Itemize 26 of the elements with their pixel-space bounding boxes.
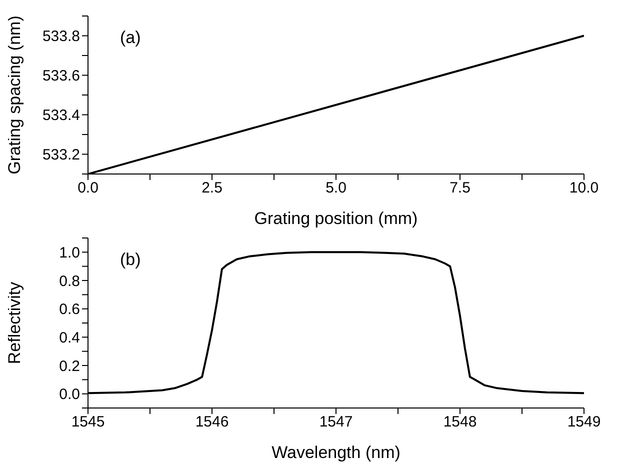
x-tick-label: 1546 xyxy=(195,414,229,431)
y-tick-label: 0.8 xyxy=(59,272,80,290)
annotation: (b) xyxy=(120,250,141,270)
y-tick-label: 0.6 xyxy=(59,301,80,318)
x-tick-label: 1547 xyxy=(319,414,353,431)
x-tick-label: 0.0 xyxy=(78,180,98,197)
y-axis-title: Reflectivity xyxy=(5,281,24,364)
y-tick-label: 0.4 xyxy=(59,329,80,346)
x-axis-title: Grating position (mm) xyxy=(254,209,418,228)
x-tick-label: 1549 xyxy=(567,414,601,431)
annotation: (a) xyxy=(120,28,141,48)
x-tick-label: 10.0 xyxy=(569,180,599,197)
x-tick-label: 1548 xyxy=(443,414,477,431)
x-tick-label: 1545 xyxy=(71,414,105,431)
y-tick-label: 0.0 xyxy=(59,386,80,404)
y-tick-label: 0.2 xyxy=(59,358,80,375)
y-tick-label: 533.8 xyxy=(42,28,80,46)
y-axis-title: Grating spacing (nm) xyxy=(5,16,24,174)
x-axis-title: Wavelength (nm) xyxy=(272,443,400,462)
y-tick-label: 533.6 xyxy=(42,68,80,85)
x-tick-label: 5.0 xyxy=(326,180,346,197)
x-tick-label: 2.5 xyxy=(202,180,222,197)
x-tick-label: 7.5 xyxy=(450,180,470,197)
y-tick-label: 533.2 xyxy=(42,146,80,164)
y-tick-label: 533.4 xyxy=(42,107,80,124)
y-tick-label: 1.0 xyxy=(59,244,80,262)
